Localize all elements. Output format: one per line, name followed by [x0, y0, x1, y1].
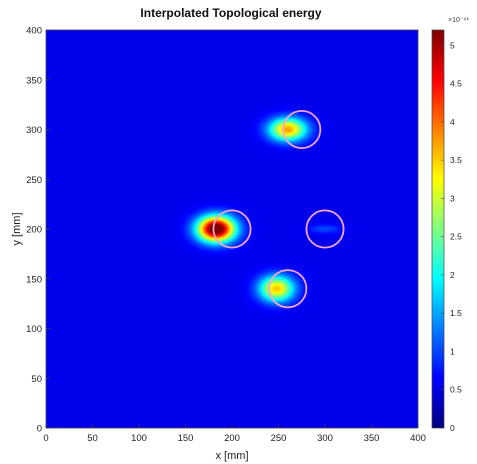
colorbar-tick-label: 0.5 [450, 385, 462, 395]
marker-circle-3 [305, 209, 345, 249]
marker-circle-1 [282, 110, 322, 150]
heatmap-image [46, 30, 418, 428]
x-tick-label: 50 [87, 433, 98, 444]
y-tick-label: 200 [26, 225, 42, 236]
colorbar-tick-label: 4 [450, 117, 455, 127]
colorbar-tick-label: 2 [450, 270, 455, 280]
colorbar-tick-label: 1.5 [450, 308, 462, 318]
x-axis: 0 50 100 150 200 250 300 350 400 [43, 424, 426, 444]
colorbar-tick-label: 5 [450, 40, 455, 50]
y-tick-label: 50 [31, 374, 42, 385]
x-tick-label: 250 [271, 433, 287, 444]
colorbar-exponent: ×10⁻⁶¹ [448, 17, 469, 24]
x-tick-label: 350 [364, 433, 380, 444]
marker-circle-2 [212, 209, 252, 249]
y-tick-label: 150 [26, 274, 42, 285]
colorbar-gradient [432, 30, 444, 428]
y-tick-label: 300 [26, 125, 42, 136]
chart-title: Interpolated Topological energy [140, 6, 321, 20]
x-tick-label: 150 [178, 433, 194, 444]
colorbar-tick-label: 3 [450, 193, 455, 203]
x-tick-label: 400 [410, 433, 426, 444]
x-tick-label: 0 [43, 433, 48, 444]
y-axis-label: y [mm] [11, 213, 23, 246]
y-tick-label: 0 [37, 424, 42, 435]
y-tick-label: 350 [26, 75, 42, 86]
y-axis: 0 50 100 150 200 250 300 350 400 [26, 26, 50, 435]
marker-circle-4 [268, 269, 308, 309]
colorbar-tick-label: 1 [450, 346, 455, 356]
colorbar-tick-label: 3.5 [450, 155, 462, 165]
x-tick-label: 200 [224, 433, 240, 444]
marker-circles [212, 110, 345, 309]
y-tick-label: 250 [26, 175, 42, 186]
colorbar-tick-label: 4.5 [450, 79, 462, 89]
heatmap-area [46, 30, 418, 428]
y-tick-label: 400 [26, 26, 42, 37]
colorbar-ticks: 0 0.5 1 1.5 2 2.5 3 3.5 4 4.5 5 [441, 40, 462, 433]
colorbar: 0 0.5 1 1.5 2 2.5 3 3.5 4 4.5 5 ×10⁻⁶¹ [431, 17, 469, 433]
x-tick-label: 300 [317, 433, 333, 444]
colorbar-frame [431, 29, 445, 429]
colorbar-tick-label: 0 [450, 423, 455, 433]
colorbar-tick-label: 2.5 [450, 232, 462, 242]
x-axis-label: x [mm] [216, 450, 249, 462]
y-tick-label: 100 [26, 324, 42, 335]
x-tick-label: 100 [131, 433, 147, 444]
